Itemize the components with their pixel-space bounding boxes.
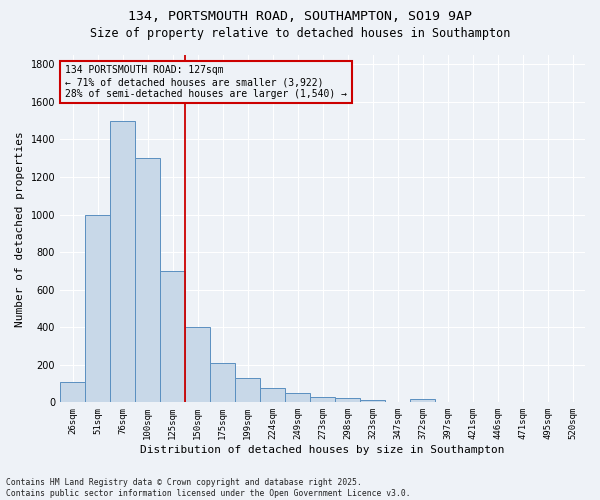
X-axis label: Distribution of detached houses by size in Southampton: Distribution of detached houses by size … xyxy=(140,445,505,455)
Bar xyxy=(285,393,310,402)
Bar xyxy=(85,214,110,402)
Text: Contains HM Land Registry data © Crown copyright and database right 2025.
Contai: Contains HM Land Registry data © Crown c… xyxy=(6,478,410,498)
Y-axis label: Number of detached properties: Number of detached properties xyxy=(15,131,25,326)
Bar xyxy=(210,363,235,403)
Bar xyxy=(235,378,260,402)
Bar xyxy=(185,327,210,402)
Bar xyxy=(360,400,385,402)
Bar xyxy=(310,396,335,402)
Text: 134 PORTSMOUTH ROAD: 127sqm
← 71% of detached houses are smaller (3,922)
28% of : 134 PORTSMOUTH ROAD: 127sqm ← 71% of det… xyxy=(65,66,347,98)
Text: 134, PORTSMOUTH ROAD, SOUTHAMPTON, SO19 9AP: 134, PORTSMOUTH ROAD, SOUTHAMPTON, SO19 … xyxy=(128,10,472,23)
Bar xyxy=(60,382,85,402)
Bar xyxy=(110,120,135,402)
Text: Size of property relative to detached houses in Southampton: Size of property relative to detached ho… xyxy=(90,28,510,40)
Bar xyxy=(335,398,360,402)
Bar xyxy=(260,388,285,402)
Bar xyxy=(160,271,185,402)
Bar xyxy=(135,158,160,402)
Bar xyxy=(410,398,435,402)
